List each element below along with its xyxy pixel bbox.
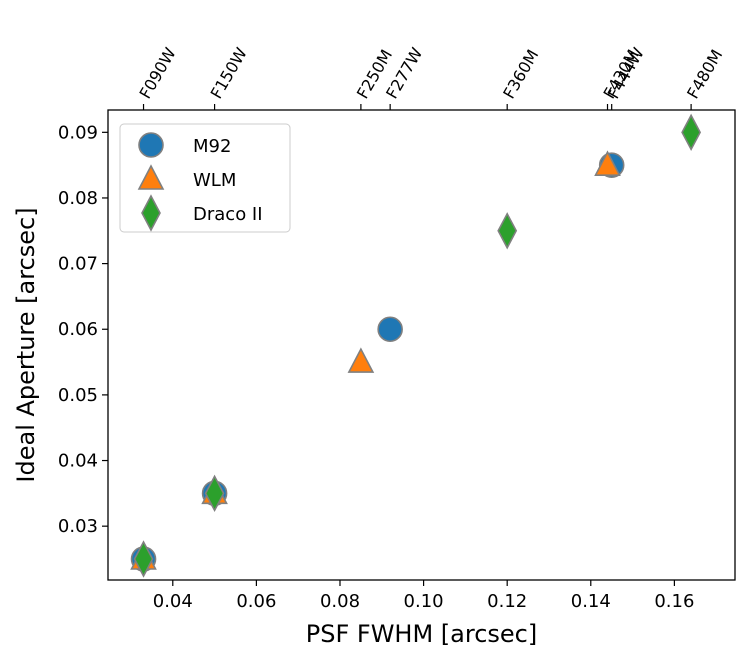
- legend-marker-wlm: [137, 164, 165, 190]
- y-tick-label: 0.09: [58, 122, 98, 143]
- data-point-wlm: [347, 347, 375, 373]
- x-tick-label: 0.08: [320, 591, 360, 612]
- y-axis-ticks: 0.03 0.04 0.05 0.06 0.07 0.08 0.09: [58, 122, 108, 537]
- x-tick-label: 0.06: [236, 591, 276, 612]
- x-axis-ticks: 0.04 0.06 0.08 0.10 0.12 0.14 0.16: [153, 580, 694, 612]
- data-point-draco-ii: [681, 113, 702, 152]
- data-point-draco-ii: [204, 474, 225, 513]
- y-axis-label: Ideal Aperture [arcsec]: [12, 207, 40, 482]
- y-tick-label: 0.05: [58, 385, 98, 406]
- data-point-m92: [377, 316, 403, 343]
- data-point-wlm: [594, 150, 621, 176]
- y-tick-label: 0.07: [58, 254, 98, 275]
- x-tick-label: 0.16: [654, 591, 694, 612]
- y-tick-label: 0.08: [58, 188, 98, 209]
- legend-label: WLM: [193, 170, 236, 191]
- legend-label: Draco II: [193, 204, 263, 225]
- top-tick-label: F480M: [683, 46, 726, 102]
- x-tick-label: 0.04: [153, 591, 193, 612]
- data-point-draco-ii: [497, 212, 518, 250]
- y-tick-label: 0.03: [58, 516, 98, 537]
- plot-frame: [107, 109, 736, 581]
- x-axis-label: PSF FWHM [arcsec]: [306, 620, 538, 648]
- y-tick-label: 0.04: [58, 451, 98, 472]
- legend-label: M92: [193, 136, 231, 157]
- x-tick-label: 0.10: [404, 591, 444, 612]
- top-tick-label: F090W: [136, 44, 180, 102]
- x-tick-label: 0.14: [571, 591, 611, 612]
- legend-marker-draco-ii: [141, 194, 161, 232]
- top-tick-label: F360M: [499, 46, 542, 102]
- data-points: [130, 113, 702, 578]
- x-tick-label: 0.12: [487, 591, 527, 612]
- data-point-draco-ii: [133, 540, 154, 578]
- y-tick-label: 0.06: [58, 319, 98, 340]
- top-tick-label: F150W: [207, 44, 251, 102]
- legend-marker-m92: [138, 132, 164, 158]
- legend: M92 WLM Draco II: [119, 123, 291, 233]
- legend-box: [119, 123, 291, 233]
